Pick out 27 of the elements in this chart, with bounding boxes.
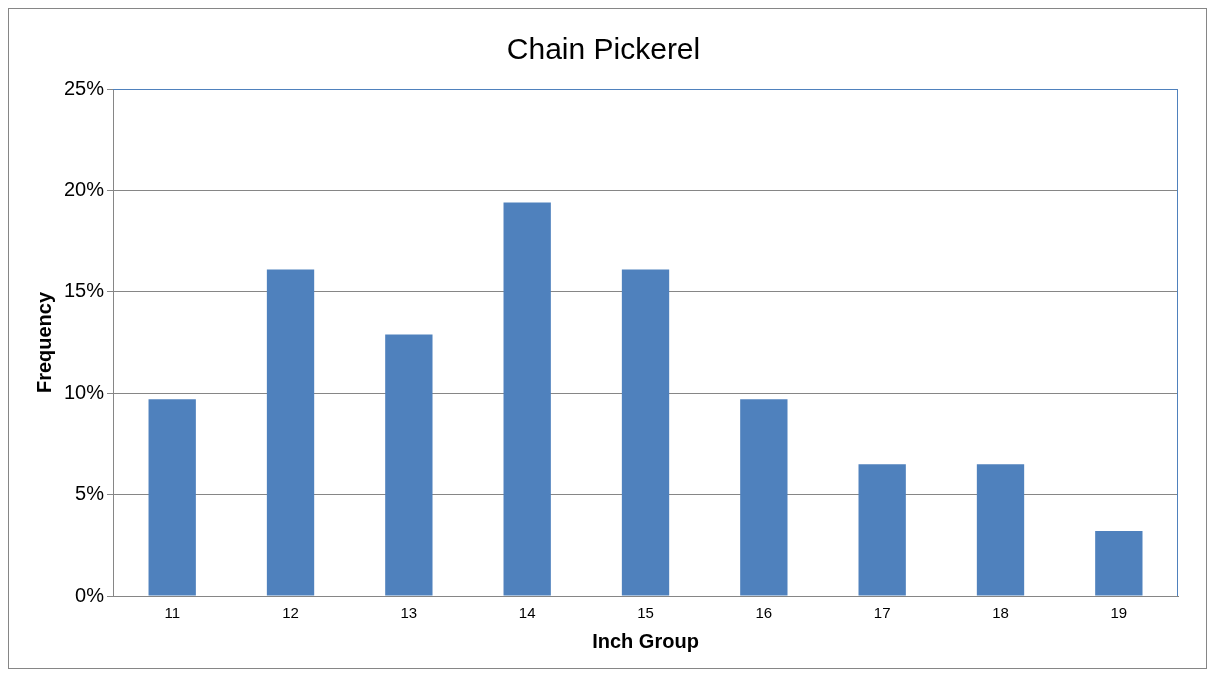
bar — [503, 202, 551, 596]
y-tick-label: 15% — [64, 279, 105, 302]
y-tick-label: 20% — [64, 177, 105, 200]
bar — [266, 269, 315, 596]
x-tick-label: 15 — [637, 604, 654, 622]
x-tick-label: 16 — [755, 604, 773, 622]
bar — [385, 334, 433, 596]
y-tick-label: 0% — [75, 583, 105, 606]
bar — [858, 464, 906, 596]
y-tick-label: 5% — [75, 482, 105, 505]
x-tick-label: 11 — [164, 604, 180, 622]
y-tick-label: 10% — [64, 380, 105, 403]
y-axis-title: Frequency — [32, 291, 55, 394]
x-tick-label: 13 — [400, 604, 418, 622]
x-tick-label: 17 — [873, 604, 891, 622]
bar — [976, 464, 1025, 596]
x-tick-label: 14 — [518, 604, 536, 622]
x-tick-label: 12 — [282, 604, 299, 622]
chart-title: Chain Pickerel — [506, 32, 701, 66]
bar — [621, 269, 670, 596]
x-tick-label: 19 — [1110, 604, 1128, 622]
x-tick-label: 18 — [992, 604, 1009, 622]
x-axis-title: Inch Group — [592, 629, 699, 652]
bar — [1095, 531, 1143, 596]
bar — [148, 399, 196, 596]
bar — [740, 399, 788, 596]
y-tick-label: 25% — [64, 76, 105, 99]
